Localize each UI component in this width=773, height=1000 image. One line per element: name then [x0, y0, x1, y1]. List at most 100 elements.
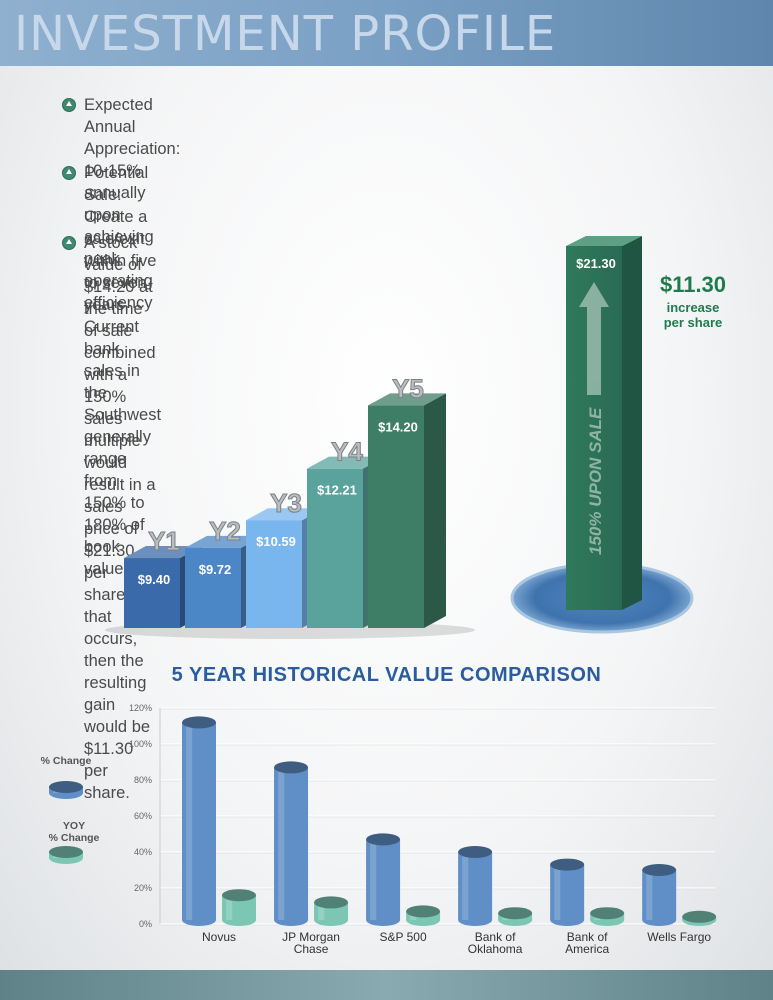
bar-value-label: $9.40 — [138, 572, 171, 587]
bar-change — [182, 716, 216, 926]
bar-category-label: Y3 — [270, 488, 302, 518]
cylinder-base — [182, 914, 216, 926]
bullet-line: with a 150% sales multiple would result … — [84, 366, 156, 516]
sale-bar-text: 150% UPON SALE — [586, 407, 605, 555]
y-tick-label: 80% — [134, 775, 152, 785]
x-category-label: Bank of — [475, 930, 516, 944]
bullet-text: Potential Sale: Create a sale/exit withi… — [84, 162, 161, 580]
bar-front-face — [368, 405, 424, 628]
cylinder-body — [550, 864, 585, 920]
bar-front-face — [307, 468, 363, 628]
bar-category-label: Y5 — [392, 373, 424, 403]
bar-yoy-change — [406, 905, 441, 926]
cylinder-top — [49, 781, 83, 793]
comparison-chart-title: 5 YEAR HISTORICAL VALUE COMPARISON — [171, 664, 602, 686]
legend-label-change: % Change — [26, 755, 106, 767]
bar-side-face — [622, 236, 642, 610]
bullet-line: resulting gain would be $11.30 per share… — [84, 674, 151, 802]
bullet-line: sales in the Southwest generally range f… — [84, 362, 162, 578]
x-category-label: JP Morgan — [282, 930, 340, 944]
x-category-label: Bank of — [567, 930, 608, 944]
y-tick-label: 100% — [129, 739, 152, 749]
x-category-label: S&P 500 — [379, 930, 426, 944]
bar-front-face — [246, 520, 302, 628]
cylinder-top — [590, 907, 625, 920]
bar-value-label: $14.20 — [378, 419, 418, 434]
bar-value-label: $21.30 — [576, 256, 616, 271]
y-tick-label: 120% — [129, 703, 152, 713]
increase-amount: $11.30 — [659, 272, 727, 297]
cylinder-top — [274, 761, 309, 774]
x-category-label: America — [565, 942, 609, 956]
cylinder-top — [366, 833, 401, 846]
bar-top-face — [368, 393, 446, 406]
cylinder-base — [550, 914, 585, 926]
cylinder-body — [182, 722, 216, 920]
cylinder-top — [49, 846, 83, 858]
page-header: INVESTMENT PROFILE — [0, 0, 773, 66]
bar-value-label: $10.59 — [256, 534, 296, 549]
cylinder-top — [222, 889, 256, 902]
bar-category-label: Y2 — [209, 516, 241, 546]
cylinder-top — [314, 896, 349, 909]
bar-change — [642, 864, 677, 926]
cylinder-top — [498, 907, 533, 920]
bar-category-label: Y4 — [331, 437, 363, 467]
growth-bar-y5: $14.20 Y5 — [368, 373, 446, 628]
bar-top-face — [185, 535, 263, 548]
bar-yoy-change — [222, 889, 256, 926]
increase-caption-line: per share — [663, 315, 723, 330]
cylinder-highlight — [278, 767, 285, 920]
cylinder-top — [642, 864, 677, 876]
cylinder-highlight — [554, 864, 561, 920]
cylinder-base — [406, 914, 441, 926]
legend-label-line: YOY — [62, 820, 86, 832]
x-category-label: Oklahoma — [468, 942, 523, 956]
bar-yoy-change — [590, 907, 625, 926]
arrow-shaft — [587, 305, 601, 395]
cylinder-highlight — [370, 839, 377, 920]
y-tick-label: 0% — [139, 919, 152, 929]
cylinder-highlight — [318, 902, 325, 920]
arrow-head — [579, 282, 609, 307]
bar-yoy-change — [682, 910, 717, 926]
cylinder-body — [274, 767, 309, 920]
bullet-text: Expected Annual Appreciation: 10-15% ann… — [84, 94, 180, 314]
bar-change — [458, 846, 493, 926]
bar-top-face — [246, 508, 324, 521]
y-tick-label: 60% — [134, 811, 152, 821]
cylinder-body — [458, 852, 493, 920]
bar-top-face — [566, 236, 642, 246]
y-tick-label: 40% — [134, 847, 152, 857]
cylinder-top — [682, 910, 717, 923]
cylinder-top — [406, 905, 441, 918]
legend-label-line: % Change — [48, 832, 100, 844]
cylinder-base — [642, 914, 677, 926]
bar-side-face — [424, 393, 446, 628]
sale-bar: $21.30 150% UPON SALE — [566, 236, 642, 610]
growth-bar-chart: $9.40 Y1 $9.72 Y2 $10.59 Y3 $12.21 Y4 $14.20 Y5 $… — [105, 236, 694, 639]
cylinder-base — [366, 914, 401, 926]
legend-label-yoy: YOY % Change — [34, 820, 114, 844]
bar-yoy-change — [498, 907, 533, 926]
bar-top-face — [307, 456, 385, 469]
cylinder-top — [182, 716, 216, 729]
triangle-circle-icon — [62, 236, 76, 250]
page-footer — [0, 970, 773, 1000]
x-category-label: Chase — [294, 942, 329, 956]
bar-front-face — [185, 547, 241, 628]
cylinder-base — [314, 914, 349, 926]
cylinder-base — [222, 914, 256, 926]
x-category-label: Novus — [202, 930, 236, 944]
comparison-bar-chart: 0% 20% 40% 60% 80% 100% 120% Novus JP MorganCha… — [49, 703, 717, 956]
bullet-line: Potential Sale: Create a sale/exit withi… — [84, 164, 157, 358]
cylinder-body — [366, 839, 401, 920]
increase-caption-line: increase — [666, 300, 720, 315]
cylinder-base — [458, 914, 493, 926]
cylinder-top — [550, 858, 585, 871]
bar-top-face — [124, 546, 202, 559]
cylinder-highlight — [226, 895, 233, 920]
legend-label-line: % Change — [40, 755, 92, 767]
up-arrow-icon — [579, 282, 609, 395]
bar-change — [550, 858, 585, 926]
